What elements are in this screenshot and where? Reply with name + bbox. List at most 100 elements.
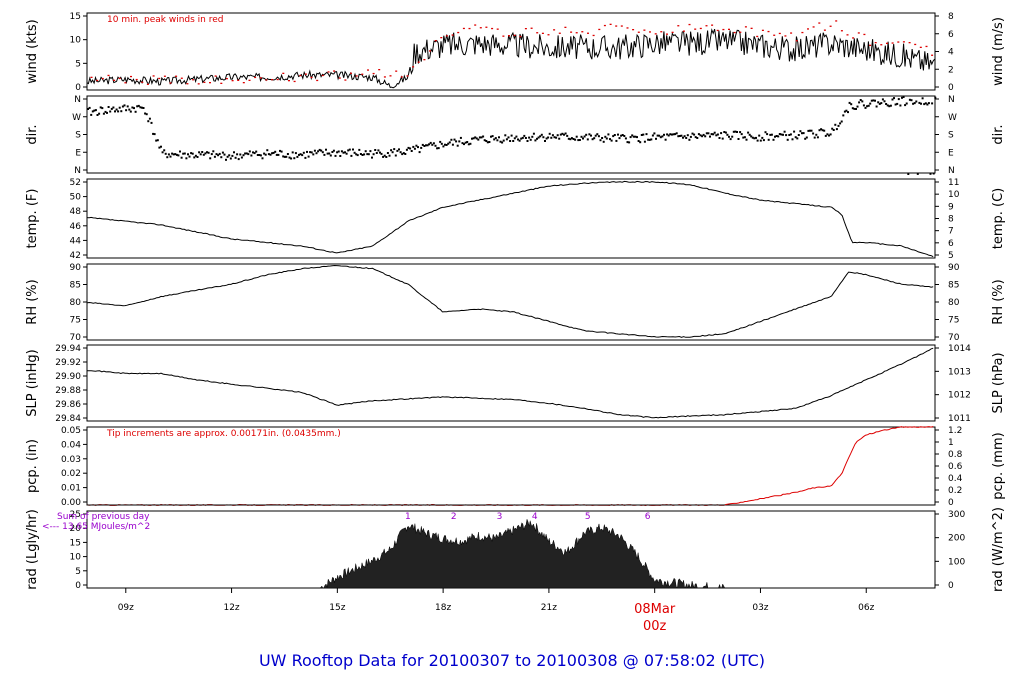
- direction-point: [258, 154, 261, 156]
- direction-point: [436, 147, 439, 150]
- direction-point: [583, 135, 586, 138]
- right-tick-label: 10: [948, 190, 960, 200]
- direction-point: [544, 140, 546, 142]
- direction-point: [439, 140, 442, 143]
- direction-point: [110, 107, 113, 110]
- direction-point: [670, 133, 673, 136]
- left-tick-label: 29.84: [55, 414, 81, 424]
- peak-wind-point: [180, 77, 183, 79]
- direction-point: [410, 150, 413, 152]
- peak-wind-point: [790, 32, 793, 34]
- direction-point: [553, 136, 556, 139]
- left-tick-label: 0.05: [61, 426, 81, 436]
- panel-frame-slp: [86, 344, 936, 422]
- direction-point: [490, 135, 492, 138]
- direction-point: [477, 138, 480, 141]
- peak-wind-point: [536, 32, 539, 34]
- direction-point: [612, 135, 615, 138]
- peak-wind-point: [846, 34, 849, 36]
- direction-point: [613, 134, 616, 136]
- direction-point: [453, 138, 456, 141]
- direction-point: [386, 152, 389, 154]
- direction-point: [591, 138, 594, 141]
- direction-point: [712, 133, 715, 136]
- direction-point: [697, 133, 700, 136]
- direction-point: [188, 155, 191, 158]
- direction-point: [440, 142, 443, 145]
- direction-point: [210, 153, 213, 156]
- direction-point: [94, 109, 97, 112]
- direction-point: [623, 135, 626, 137]
- peak-wind-point: [101, 77, 104, 80]
- direction-point: [282, 155, 285, 158]
- direction-point: [872, 99, 875, 102]
- direction-point: [740, 133, 743, 136]
- direction-point: [694, 136, 697, 139]
- direction-point: [472, 137, 475, 140]
- direction-point: [751, 136, 754, 139]
- left-tick-label: 10: [70, 36, 82, 46]
- peak-wind-point: [434, 40, 437, 42]
- direction-point: [716, 133, 719, 136]
- peak-wind-point: [389, 75, 392, 77]
- peak-wind-point: [96, 79, 99, 82]
- direction-point: [624, 137, 627, 140]
- direction-point: [912, 102, 915, 105]
- direction-point: [615, 139, 618, 142]
- direction-point: [393, 148, 396, 151]
- direction-point: [259, 154, 262, 157]
- direction-point: [927, 102, 930, 105]
- direction-point: [651, 134, 654, 137]
- direction-point: [421, 143, 424, 146]
- peak-wind-point: [502, 35, 505, 37]
- direction-point: [417, 146, 419, 149]
- peak-wind-point: [694, 28, 697, 30]
- direction-point: [729, 138, 732, 141]
- direction-point: [131, 106, 134, 109]
- direction-point: [182, 152, 185, 155]
- direction-point: [582, 137, 584, 140]
- direction-point: [707, 132, 710, 135]
- direction-point: [648, 138, 651, 141]
- direction-point: [396, 149, 399, 152]
- direction-point: [434, 144, 437, 147]
- peak-label: 5: [585, 512, 591, 522]
- direction-point: [855, 108, 857, 110]
- peak-wind-point: [778, 32, 781, 35]
- left-tick-label: 46: [70, 222, 82, 232]
- direction-point: [634, 135, 637, 138]
- direction-point: [831, 127, 834, 130]
- direction-point: [861, 100, 864, 103]
- direction-point: [724, 131, 727, 134]
- right-tick-label: 8: [948, 215, 954, 225]
- peak-wind-point: [451, 34, 454, 36]
- direction-point: [158, 146, 161, 149]
- direction-point: [877, 101, 880, 104]
- direction-point: [663, 133, 665, 136]
- direction-point: [291, 151, 294, 154]
- direction-point: [429, 141, 432, 144]
- direction-point: [518, 139, 521, 142]
- direction-point: [444, 143, 446, 146]
- direction-point: [785, 134, 788, 137]
- peak-wind-point: [445, 35, 448, 37]
- direction-point: [610, 139, 613, 142]
- direction-point: [812, 132, 815, 135]
- x-tick-label: 21z: [541, 603, 557, 613]
- direction-point: [498, 136, 500, 139]
- direction-point: [359, 153, 362, 155]
- direction-point: [412, 145, 415, 148]
- direction-point: [858, 101, 861, 104]
- direction-point: [770, 133, 773, 136]
- direction-point: [179, 150, 181, 153]
- direction-point: [720, 132, 723, 135]
- peak-wind-point: [840, 30, 843, 32]
- direction-point: [753, 137, 756, 140]
- right-tick-label: 1012: [948, 391, 971, 401]
- right-tick-label: 70: [948, 333, 960, 343]
- direction-point: [542, 136, 545, 139]
- direction-point: [715, 134, 718, 137]
- direction-point: [736, 131, 738, 133]
- direction-point: [121, 105, 124, 108]
- direction-point: [147, 120, 150, 123]
